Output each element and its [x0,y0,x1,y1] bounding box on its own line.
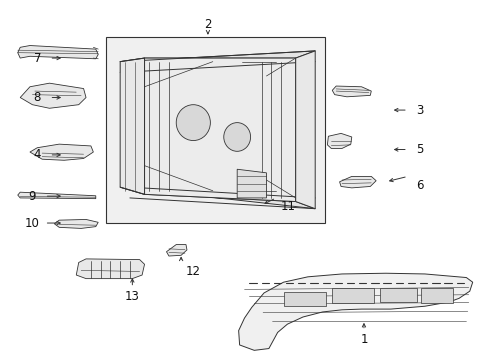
Polygon shape [295,51,315,209]
Polygon shape [144,58,295,202]
Text: 8: 8 [34,91,41,104]
Text: 10: 10 [25,216,40,230]
Polygon shape [237,169,266,198]
Polygon shape [20,83,86,108]
Bar [105,37,325,223]
Polygon shape [331,86,370,97]
Polygon shape [166,244,186,256]
Text: 7: 7 [34,51,41,64]
Text: 12: 12 [185,265,201,278]
Text: 4: 4 [34,148,41,161]
Polygon shape [30,144,93,160]
Polygon shape [339,176,375,188]
Polygon shape [18,45,98,59]
Ellipse shape [176,105,210,140]
Polygon shape [18,192,96,199]
Text: 9: 9 [29,190,36,203]
Polygon shape [54,220,98,228]
Text: 2: 2 [204,18,211,31]
Bar [284,292,325,306]
Polygon shape [120,187,315,209]
Ellipse shape [224,123,250,151]
Bar [420,288,452,303]
Polygon shape [120,51,315,62]
Text: 13: 13 [124,290,140,303]
Polygon shape [120,58,144,194]
Text: 6: 6 [415,179,423,192]
Bar [331,288,373,303]
Text: 1: 1 [360,333,367,346]
Bar [379,288,416,302]
Polygon shape [327,134,351,148]
Polygon shape [76,259,144,279]
Text: 11: 11 [280,201,295,213]
Polygon shape [238,273,472,350]
Text: 3: 3 [415,104,423,117]
Text: 5: 5 [415,143,423,156]
